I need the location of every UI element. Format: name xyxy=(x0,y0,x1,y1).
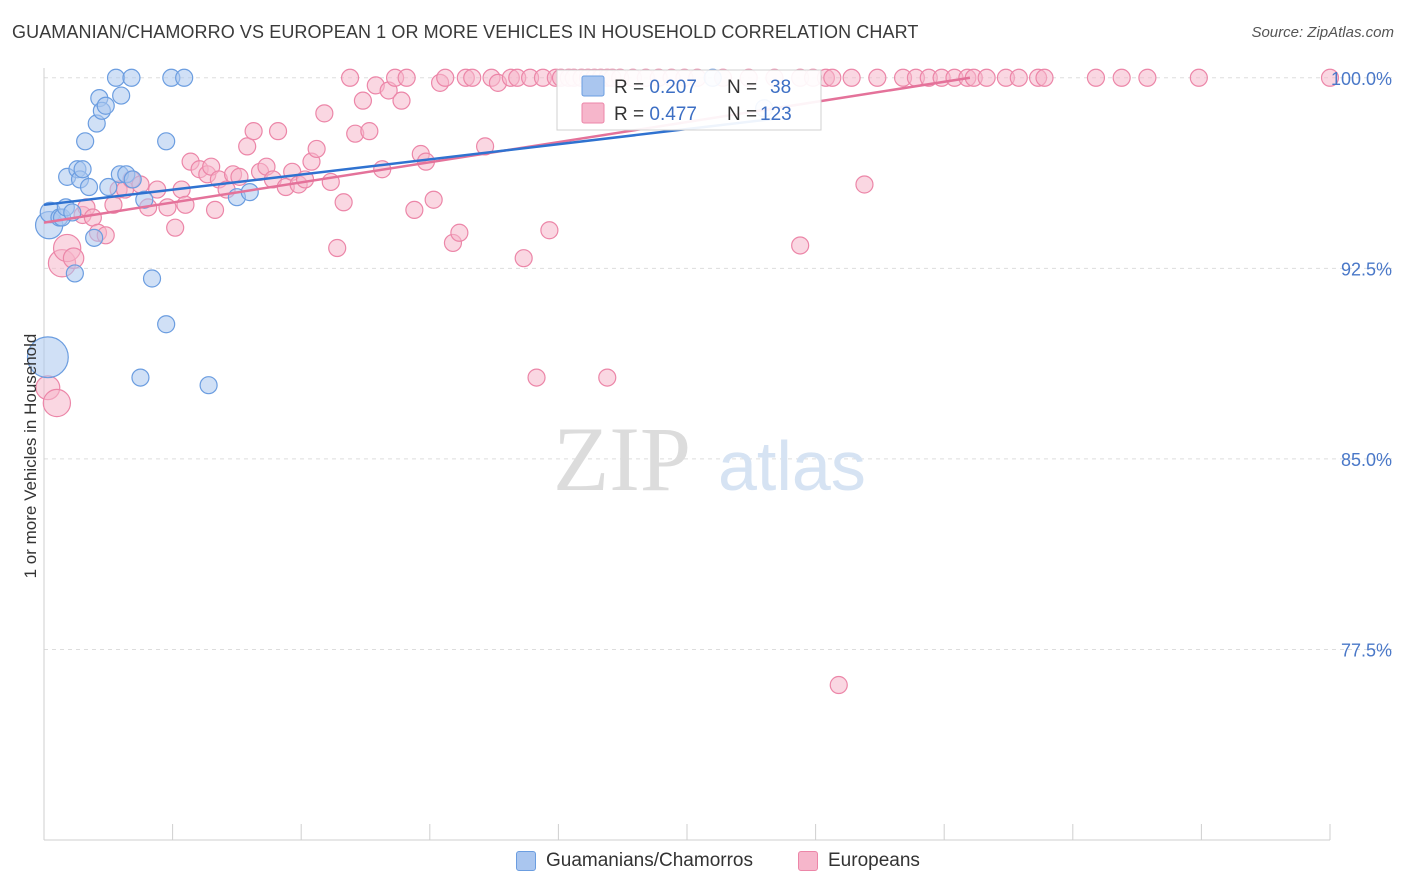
legend-n-label-1: N = xyxy=(727,77,762,98)
trend-lines xyxy=(43,76,971,224)
legend-r-label-1: R = xyxy=(614,77,649,98)
legend-item-europeans: Europeans xyxy=(798,850,920,872)
guamanians-point xyxy=(122,68,141,87)
legend-r-label-2: R = xyxy=(614,104,649,125)
watermark: ZIP atlas xyxy=(553,408,866,510)
europeans-point xyxy=(205,200,225,220)
bottom-legend: Guamanians/Chamorros Europeans xyxy=(0,850,1406,880)
y-tick-label: 85.0% xyxy=(1341,450,1392,470)
europeans-point xyxy=(436,68,455,87)
guamanians-point xyxy=(157,132,176,151)
guamanians-trend-line xyxy=(43,117,778,207)
europeans-point xyxy=(353,91,373,110)
europeans-point xyxy=(392,91,411,110)
guamanians-point xyxy=(142,269,162,288)
legend-n-value-1: 38 xyxy=(770,77,791,98)
europeans-point xyxy=(1189,68,1208,87)
europeans-point xyxy=(244,122,263,141)
series-europeans-points xyxy=(35,68,1340,695)
europeans-point xyxy=(791,236,810,255)
guamanians-point xyxy=(135,190,154,209)
guamanians-point xyxy=(112,86,131,105)
guamanians-point xyxy=(96,96,115,115)
europeans-point xyxy=(977,68,996,87)
europeans-point xyxy=(1138,68,1157,87)
y-tick-label: 100.0% xyxy=(1331,69,1392,89)
europeans-point xyxy=(307,139,326,159)
legend-r-value-1: 0.207 xyxy=(649,77,697,98)
watermark-zip: ZIP xyxy=(553,408,691,510)
europeans-point xyxy=(1112,68,1131,87)
tick-labels: 100.0%92.5%85.0%77.5%0.0%100.0% xyxy=(1331,69,1392,661)
europeans-point xyxy=(315,104,334,123)
watermark-atlas: atlas xyxy=(718,427,866,505)
legend-swatch-blue xyxy=(581,75,605,97)
europeans-point xyxy=(855,175,874,194)
europeans-point xyxy=(334,193,353,212)
guamanians-point xyxy=(99,177,118,197)
guamanians-point xyxy=(199,376,218,395)
source-label: Source: ZipAtlas.com xyxy=(1251,24,1394,41)
europeans-point xyxy=(842,68,861,87)
europeans-point xyxy=(463,68,482,87)
europeans-point xyxy=(514,249,533,268)
svg-text:R = 0.477 N = 123: R = 0.477 N = 123 xyxy=(614,104,792,125)
legend-swatch-europeans xyxy=(798,851,818,871)
europeans-point xyxy=(424,190,443,209)
legend-swatch-guamanians xyxy=(516,851,536,871)
guamanians-point xyxy=(65,264,84,283)
grid-layer xyxy=(44,77,1392,650)
europeans-point xyxy=(83,208,102,227)
europeans-point xyxy=(360,122,379,141)
europeans-point xyxy=(1320,68,1340,87)
guamanians-point xyxy=(106,68,126,87)
chart-title: GUAMANIAN/CHAMORRO VS EUROPEAN 1 OR MORE… xyxy=(12,22,919,42)
legend-swatch-pink xyxy=(581,102,605,124)
guamanians-point xyxy=(76,132,95,151)
europeans-point xyxy=(1035,68,1054,87)
europeans-point xyxy=(475,137,495,156)
legend-r-value-2: 0.477 xyxy=(649,104,697,125)
europeans-point xyxy=(1009,68,1028,87)
legend-n-value-2: 123 xyxy=(760,104,792,125)
europeans-point xyxy=(823,68,842,87)
guamanians-point xyxy=(175,68,194,87)
europeans-point xyxy=(829,675,848,695)
series-guamanians-points xyxy=(26,68,774,395)
europeans-point xyxy=(268,122,288,141)
europeans-point xyxy=(1086,68,1106,87)
y-tick-label: 92.5% xyxy=(1341,259,1392,279)
guamanians-point xyxy=(131,368,150,387)
scatter-chart: ZIP atlas 100.0%92.5%85.0%77.5%0.0%100.0… xyxy=(21,68,1392,841)
guamanians-point xyxy=(85,228,104,247)
europeans-point xyxy=(540,221,559,240)
guamanians-point xyxy=(73,160,92,179)
guamanians-point xyxy=(79,177,99,197)
europeans-point xyxy=(397,68,416,87)
guamanians-point xyxy=(26,336,69,379)
europeans-point xyxy=(527,368,546,387)
europeans-point xyxy=(598,368,617,387)
europeans-point xyxy=(868,68,887,87)
legend-label-guamanians: Guamanians/Chamorros xyxy=(546,850,753,871)
europeans-point xyxy=(340,68,360,87)
legend-box: R = 0.207 N = 38 R = 0.477 N = 123 xyxy=(556,69,822,131)
europeans-point xyxy=(450,223,469,242)
legend-item-guamanians: Guamanians/Chamorros xyxy=(516,850,753,872)
y-tick-label: 77.5% xyxy=(1341,640,1392,660)
europeans-point xyxy=(166,218,185,237)
legend-label-europeans: Europeans xyxy=(828,850,920,871)
guamanians-point xyxy=(157,315,176,334)
y-axis-title: 1 or more Vehicles in Household xyxy=(21,334,40,579)
europeans-point xyxy=(238,137,257,156)
europeans-point xyxy=(328,238,347,258)
europeans-point xyxy=(405,200,424,220)
axis-layer xyxy=(43,68,1331,841)
guamanians-point xyxy=(123,170,142,189)
svg-text:R = 0.207 N = 38: R = 0.207 N = 38 xyxy=(614,77,791,98)
legend-n-label-2: N = xyxy=(727,104,762,125)
europeans-point xyxy=(42,388,72,418)
